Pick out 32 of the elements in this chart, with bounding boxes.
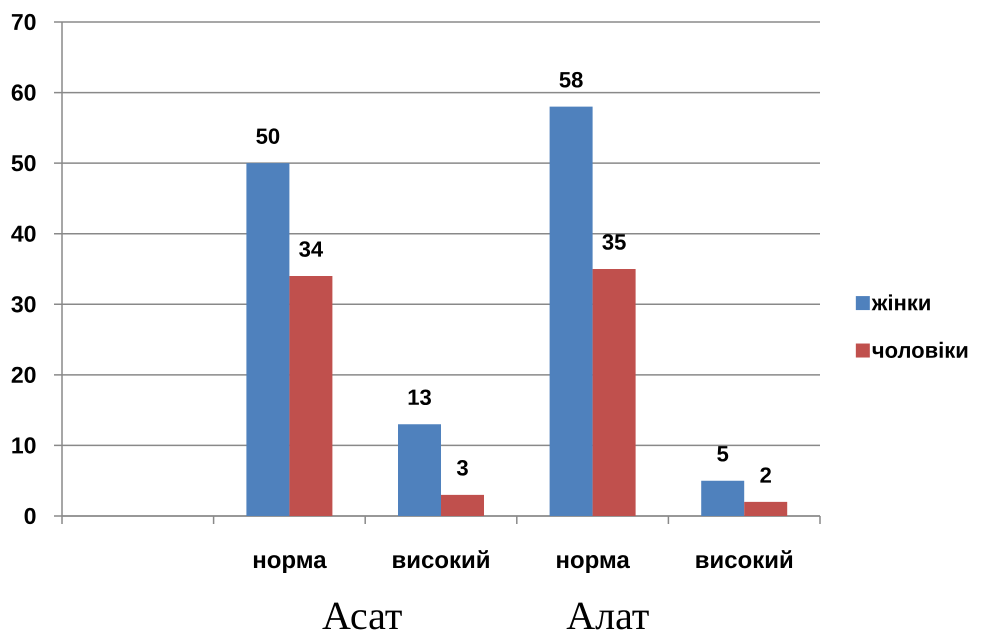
legend-label: жінки	[872, 294, 930, 310]
text: Асат	[322, 602, 402, 630]
bar	[246, 163, 290, 516]
bar	[289, 276, 332, 516]
data-label: 2	[760, 467, 771, 483]
y-tick-label: 30	[11, 296, 36, 312]
y-tick-label: 0	[24, 508, 36, 524]
text: Алат	[566, 602, 649, 630]
y-tick-label: 10	[12, 437, 36, 454]
x-tick-label: норма	[254, 555, 327, 573]
bar	[592, 269, 636, 516]
data-label: 5	[717, 446, 728, 462]
y-tick-label: 70	[12, 14, 36, 30]
data-label: 50	[256, 128, 280, 144]
x-tick-label: високий	[696, 550, 792, 568]
data-label: 34	[299, 241, 324, 257]
data-label: 35	[602, 234, 626, 250]
bar	[398, 424, 442, 516]
data-label: 13	[408, 389, 431, 406]
bar	[744, 502, 788, 516]
data-label: 58	[560, 72, 583, 88]
bar	[441, 494, 484, 516]
x-tick-label: норма	[557, 555, 630, 573]
y-tick-label: 20	[12, 366, 36, 383]
y-tick-label: 40	[11, 226, 36, 242]
x-tick-label: високий	[393, 550, 489, 568]
y-tick-label: 60	[12, 84, 36, 101]
bar	[550, 106, 593, 516]
legend-label: чоловіки	[872, 342, 968, 358]
bar	[701, 480, 744, 516]
y-tick-label: 50	[12, 155, 36, 172]
data-label: 3	[456, 460, 468, 476]
